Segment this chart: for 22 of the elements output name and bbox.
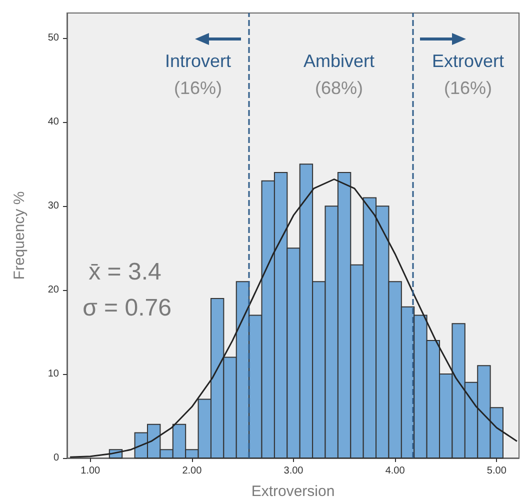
y-tick-label: 10 <box>48 368 60 380</box>
y-tick-label: 30 <box>48 200 60 212</box>
x-tick-label: 1.00 <box>80 466 101 476</box>
x-tick-label: 5.00 <box>486 466 507 476</box>
x-axis-title: Extroversion <box>251 483 335 500</box>
annotation: Introvert <box>164 51 232 71</box>
annotation: x̄ = 3.4 <box>88 258 162 286</box>
x-tick-label: 3.00 <box>284 466 304 476</box>
annotation: (16%) <box>444 78 492 98</box>
annotation: Ambivert <box>303 51 375 71</box>
annotation: (16%) <box>174 78 222 98</box>
y-tick-label: 20 <box>48 284 60 296</box>
y-tick-label: 40 <box>48 116 60 128</box>
annotation: (68%) <box>314 78 364 98</box>
annotation: σ = 0.76 <box>82 294 172 322</box>
annotation: Extrovert <box>432 51 504 71</box>
line-series <box>69 178 518 458</box>
y-axis-title: Frequency % <box>11 191 28 280</box>
x-tick-label: 4.00 <box>385 466 406 476</box>
x-tick-label: 2.00 <box>182 466 202 476</box>
y-tick-label: 50 <box>48 32 60 44</box>
y-tick-label: 0 <box>53 452 60 464</box>
